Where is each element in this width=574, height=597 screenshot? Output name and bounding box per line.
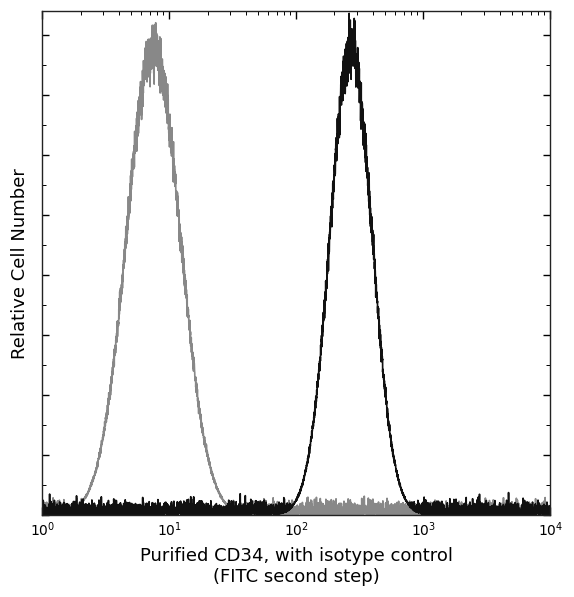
X-axis label: Purified CD34, with isotype control
(FITC second step): Purified CD34, with isotype control (FIT… <box>139 547 453 586</box>
Y-axis label: Relative Cell Number: Relative Cell Number <box>11 168 29 359</box>
